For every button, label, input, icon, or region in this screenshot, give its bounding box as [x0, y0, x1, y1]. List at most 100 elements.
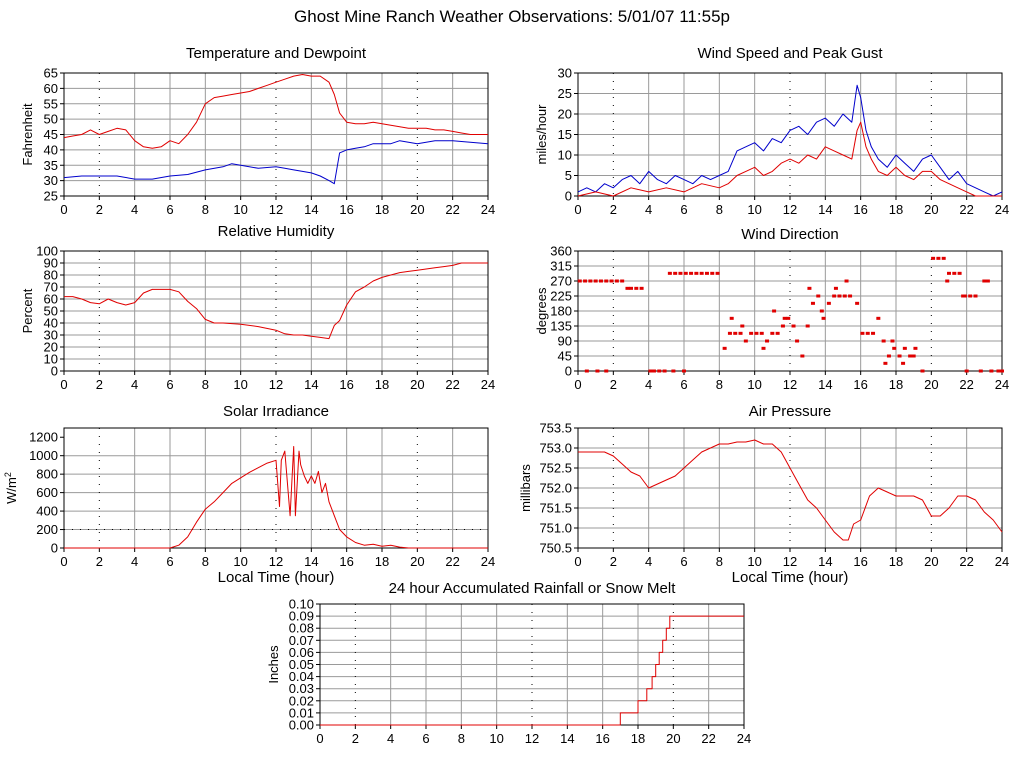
data-point	[620, 279, 625, 283]
x-tick-label: 24	[481, 202, 495, 217]
y-tick-label: 25	[44, 189, 58, 204]
data-point	[860, 331, 865, 335]
data-point	[791, 324, 796, 328]
data-point	[989, 369, 994, 373]
data-point	[941, 256, 946, 260]
plot-frame	[63, 250, 489, 372]
y-tick-label: 25	[558, 86, 572, 101]
x-tick-label: 6	[680, 202, 687, 217]
x-tick-label: 2	[96, 202, 103, 217]
x-tick-label: 16	[853, 377, 867, 392]
y-tick-label: 180	[550, 304, 572, 319]
x-tick-label: 4	[131, 202, 138, 217]
data-point	[795, 339, 800, 343]
chart-temp: Temperature and Dewpoint2530354045505560…	[20, 45, 495, 217]
data-point	[577, 279, 582, 283]
data-point	[945, 279, 950, 283]
y-tick-label: 50	[44, 112, 58, 127]
data-point	[673, 271, 678, 275]
x-tick-label: 14	[304, 377, 318, 392]
data-point	[588, 279, 593, 283]
y-tick-label: 752.5	[539, 461, 572, 476]
y-tick-label: 10	[558, 148, 572, 163]
x-tick-label: 6	[166, 554, 173, 569]
chart-title: Relative Humidity	[218, 223, 335, 240]
data-point	[821, 316, 826, 320]
chart-title: Temperature and Dewpoint	[186, 45, 367, 62]
data-point	[754, 331, 759, 335]
data-point	[810, 301, 815, 305]
data-point	[729, 316, 734, 320]
y-tick-label: 800	[36, 467, 58, 482]
x-tick-label: 24	[995, 202, 1009, 217]
data-point	[881, 339, 886, 343]
x-tick-label: 12	[525, 731, 539, 746]
x-tick-label: 20	[410, 377, 424, 392]
y-tick-label: 1000	[29, 448, 58, 463]
data-point	[871, 331, 876, 335]
x-tick-label: 0	[60, 554, 67, 569]
series-line-red	[64, 262, 488, 340]
x-tick-label: 24	[481, 554, 495, 569]
data-point	[662, 369, 667, 373]
data-point	[749, 331, 754, 335]
x-tick-label: 6	[166, 377, 173, 392]
x-tick-label: 12	[783, 377, 797, 392]
data-point	[634, 286, 639, 290]
y-tick-label: 225	[550, 289, 572, 304]
data-point	[833, 286, 838, 290]
data-point	[598, 279, 603, 283]
y-tick-label: 0.02	[289, 693, 314, 708]
data-point	[775, 331, 780, 335]
data-point	[609, 279, 614, 283]
y-tick-label: 5	[565, 168, 572, 183]
y-axis-title: Inches	[266, 645, 281, 684]
y-axis-title: W/m2	[3, 472, 19, 504]
data-point	[911, 354, 916, 358]
x-tick-label: 22	[959, 377, 973, 392]
data-point	[805, 324, 810, 328]
y-tick-label: 30	[44, 173, 58, 188]
data-point	[961, 294, 966, 298]
data-point	[593, 279, 598, 283]
data-point	[832, 294, 837, 298]
data-point	[629, 286, 633, 290]
x-tick-label: 14	[304, 554, 318, 569]
series-line-red	[320, 615, 744, 726]
y-tick-label: 35	[44, 158, 58, 173]
data-point	[722, 346, 727, 350]
y-tick-label: 753.0	[539, 441, 572, 456]
y-tick-label: 55	[44, 96, 58, 111]
x-tick-label: 20	[924, 554, 938, 569]
data-point	[759, 331, 764, 335]
y-tick-label: 100	[36, 244, 58, 259]
x-tick-label: 10	[747, 377, 761, 392]
x-tick-label: 2	[610, 202, 617, 217]
data-point	[978, 369, 983, 373]
chart-title: Wind Speed and Peak Gust	[697, 45, 883, 62]
x-tick-label: 8	[716, 377, 723, 392]
y-axis-title: Fahrenheit	[20, 103, 35, 166]
y-tick-label: 40	[44, 142, 58, 157]
y-axis-title-sup: 2	[3, 472, 13, 477]
y-tick-label: 400	[36, 504, 58, 519]
y-tick-label: 0.01	[289, 705, 314, 720]
data-point	[727, 331, 732, 335]
x-tick-label: 0	[574, 202, 581, 217]
data-point	[892, 346, 897, 350]
data-point	[682, 369, 686, 373]
x-tick-label: 0	[574, 377, 581, 392]
x-tick-label: 22	[959, 202, 973, 217]
y-tick-label: 15	[558, 127, 572, 142]
x-tick-label: 22	[445, 554, 459, 569]
x-tick-label: 22	[445, 202, 459, 217]
y-tick-label: 0.06	[289, 645, 314, 660]
x-tick-label: 18	[889, 554, 903, 569]
x-tick-label: 18	[375, 554, 389, 569]
x-tick-label: 14	[818, 377, 832, 392]
x-tick-label: 18	[631, 731, 645, 746]
x-tick-label: 18	[375, 202, 389, 217]
y-tick-label: 270	[550, 274, 572, 289]
x-axis-title: Local Time (hour)	[732, 569, 849, 586]
